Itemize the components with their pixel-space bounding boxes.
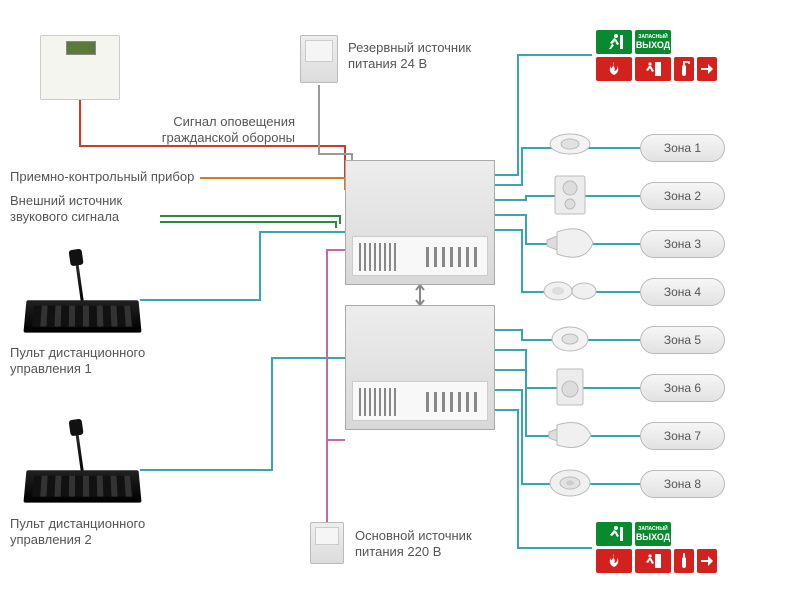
extinguisher-icon [674,57,694,81]
zone-button-4[interactable]: Зона 4 [640,278,725,306]
zone-device-8 [540,462,600,504]
exit-door-icon [635,549,671,573]
control-panel-device [40,35,120,100]
zone-device-6 [540,366,600,408]
arrow-right-icon [697,57,717,81]
zone-button-8[interactable]: Зона 8 [640,470,725,498]
main-power-device [310,522,344,564]
zone-device-4 [540,270,600,312]
exit-signs-top: ЗАПАСНЫЙ ВЫХОД [596,30,671,54]
civil-signal-label: Сигнал оповещениягражданской обороны [145,114,295,147]
exit-text-icon: ЗАПАСНЫЙ ВЫХОД [635,522,671,546]
console1-label: Пульт дистанционногоуправления 1 [10,345,145,378]
ext-audio-label: Внешний источникзвукового сигнала [10,193,122,226]
zone-device-1 [540,126,600,168]
fire-signs-bottom [596,549,717,573]
fire-icon [596,549,632,573]
backup-power-label: Резервный источникпитания 24 В [348,40,471,73]
running-man-icon [596,522,632,546]
backup-power-device [300,35,338,83]
exit-door-icon [635,57,671,81]
zone-button-3[interactable]: Зона 3 [640,230,725,258]
zone-button-5[interactable]: Зона 5 [640,326,725,354]
arrow-right-icon [697,549,717,573]
console-2 [25,428,140,503]
zone-device-3 [540,222,600,264]
zone-button-1[interactable]: Зона 1 [640,134,725,162]
exit-signs-bottom: ЗАПАСНЫЙ ВЫХОД [596,522,671,546]
zone-device-7 [540,414,600,456]
fire-icon [596,57,632,81]
zone-button-7[interactable]: Зона 7 [640,422,725,450]
amplifier-top [345,160,495,285]
zone-button-2[interactable]: Зона 2 [640,182,725,210]
extinguisher-icon [674,549,694,573]
running-man-icon [596,30,632,54]
control-device-label: Приемно-контрольный прибор [10,169,194,185]
amplifier-bottom [345,305,495,430]
console2-label: Пульт дистанционногоуправления 2 [10,516,145,549]
fire-signs-top [596,57,717,81]
main-power-label: Основной источникпитания 220 В [355,528,472,561]
exit-text-icon: ЗАПАСНЫЙ ВЫХОД [635,30,671,54]
zone-device-5 [540,318,600,360]
zone-button-6[interactable]: Зона 6 [640,374,725,402]
console-1 [25,258,140,333]
zone-device-2 [540,174,600,216]
